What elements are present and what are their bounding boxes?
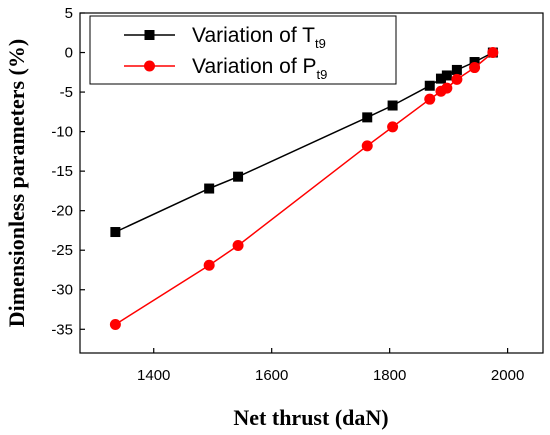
- legend-marker: [144, 30, 155, 40]
- y-tick-label: 5: [65, 5, 73, 22]
- x-tick-label: 1800: [373, 367, 406, 384]
- legend-label-subscript: t9: [317, 67, 328, 82]
- x-axis-title: Net thrust (daN): [233, 405, 388, 430]
- data-point: [387, 100, 398, 111]
- y-tick-label: -30: [51, 282, 73, 299]
- legend-marker: [144, 60, 155, 72]
- series-layer: [109, 47, 499, 331]
- legend-label-main: Variation of T: [192, 24, 315, 47]
- y-tick-label: 0: [65, 45, 73, 62]
- data-point: [469, 62, 481, 74]
- data-point: [233, 171, 244, 182]
- x-tick-label: 1400: [137, 367, 170, 384]
- legend-label: Variation of Pt9: [192, 55, 327, 82]
- data-point: [362, 112, 373, 123]
- data-point: [424, 80, 435, 91]
- data-point: [361, 140, 373, 152]
- legend-box: [89, 15, 397, 85]
- data-point: [451, 73, 463, 85]
- series-2: [109, 47, 499, 331]
- data-point: [441, 70, 452, 81]
- y-axis-title: Dimensionless parameters (%): [4, 39, 29, 327]
- y-tick-label: -25: [51, 242, 73, 259]
- y-tick-label: -5: [60, 84, 73, 101]
- data-point: [232, 239, 244, 251]
- y-tick-label: -10: [51, 124, 73, 141]
- data-point: [109, 319, 121, 331]
- data-point: [387, 121, 399, 133]
- y-tick-label: -35: [51, 321, 73, 338]
- data-point: [441, 82, 453, 94]
- data-point: [451, 64, 462, 75]
- data-point: [435, 73, 446, 84]
- data-point: [203, 259, 215, 271]
- x-tick-label: 1600: [255, 367, 288, 384]
- axis-ticks: 1400 1600 1800 2000 5 0 -5 -10 -15 -20 -25 -30 -35: [51, 5, 524, 384]
- data-point: [469, 57, 480, 68]
- data-point: [204, 183, 215, 194]
- data-point: [487, 47, 499, 59]
- legend-label: Variation of Tt9: [192, 24, 326, 51]
- x-tick-label: 2000: [491, 367, 524, 384]
- plot-frame: [79, 12, 544, 354]
- y-tick-label: -15: [51, 163, 73, 180]
- data-point: [424, 93, 436, 105]
- legend-label-main: Variation of P: [192, 55, 317, 78]
- legend-label-subscript: t9: [315, 36, 326, 51]
- data-point: [110, 227, 121, 238]
- y-tick-label: -20: [51, 203, 73, 220]
